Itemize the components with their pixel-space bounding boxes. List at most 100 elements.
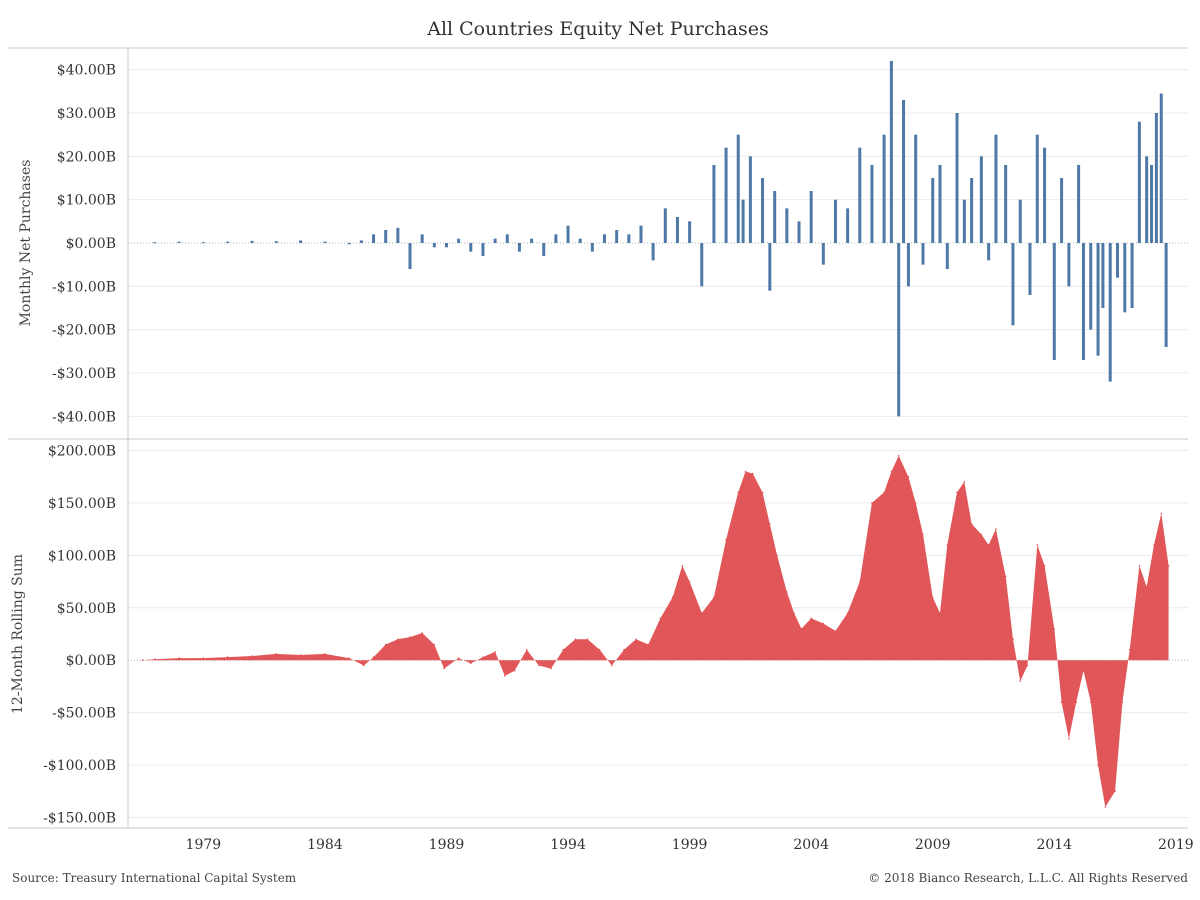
rolling-sum-point [1012, 638, 1014, 640]
rolling-y-tick-label: $150.00B [48, 496, 116, 512]
monthly-bar [1077, 165, 1081, 243]
rolling-sum-point [1026, 664, 1029, 667]
rolling-sum-point [907, 475, 910, 478]
rolling-sum-point [1104, 806, 1107, 808]
monthly-bar [359, 240, 363, 243]
monthly-bar [761, 178, 765, 243]
monthly-bar [1123, 243, 1127, 313]
monthly-bar [432, 243, 436, 248]
rolling-sum-point [647, 643, 650, 646]
rolling-sum-point [494, 651, 496, 653]
rolling-sum-point [586, 638, 589, 640]
monthly-net-purchases-panel: $40.00B $30.00B $20.00B $10.00B $0.00B -$10.0… [18, 61, 1188, 425]
rolling-sum-point [793, 612, 795, 614]
monthly-bar [250, 240, 254, 243]
monthly-bar [372, 234, 376, 243]
monthly-bar [384, 230, 388, 243]
rolling-sum-point [504, 675, 506, 677]
rolling-sum-point [659, 617, 662, 620]
rolling-sum-point [752, 472, 754, 475]
rolling-sum-point [737, 491, 739, 494]
copyright-note: © 2018 Bianco Research, L.L.C. All Right… [868, 871, 1188, 885]
monthly-bar [481, 243, 485, 256]
rolling-sum-point [202, 657, 205, 659]
rolling-sum-point [457, 657, 460, 659]
chart-title: All Countries Equity Net Purchases [427, 18, 769, 40]
rolling-sum-point [956, 491, 958, 494]
rolling-sum-point [372, 656, 375, 658]
rolling-sum-point [810, 617, 812, 620]
rolling-sum-point [178, 657, 180, 659]
rolling-sum-point [443, 667, 445, 670]
monthly-bar [177, 241, 181, 243]
monthly-bar [1164, 243, 1168, 347]
monthly-bar [931, 178, 935, 243]
monthly-bar [615, 230, 619, 243]
rolling-sum-point [363, 664, 365, 667]
monthly-y-tick-label: -$30.00B [52, 366, 116, 382]
monthly-bar [797, 221, 801, 243]
monthly-bar [1018, 199, 1022, 243]
rolling-sum-point [324, 653, 326, 655]
monthly-bar [700, 243, 704, 287]
monthly-bar [1028, 243, 1032, 295]
monthly-bar [938, 165, 942, 243]
rolling-sum-point [1004, 575, 1007, 578]
rolling-sum-point [1128, 648, 1131, 651]
monthly-bar [1108, 243, 1112, 382]
rolling-sum-point [1068, 738, 1070, 740]
monthly-bar [1052, 243, 1056, 360]
monthly-bar [396, 227, 400, 243]
monthly-bar [1145, 156, 1149, 243]
monthly-bar [882, 134, 886, 243]
monthly-bar [748, 156, 752, 243]
monthly-bar [1060, 178, 1064, 243]
x-tick-label: 1984 [307, 837, 343, 853]
x-tick-label: 1979 [186, 837, 222, 853]
rolling-sum-point [1019, 680, 1021, 682]
monthly-bar [420, 234, 424, 243]
rolling-sum-point [834, 630, 837, 632]
rolling-sum-point [1082, 669, 1085, 672]
monthly-bar [226, 241, 230, 243]
monthly-bar [955, 113, 959, 243]
x-tick-label: 2004 [793, 837, 829, 853]
monthly-bar [809, 191, 813, 243]
rolling-sum-point [1114, 790, 1116, 793]
monthly-y-tick-label: $40.00B [57, 63, 116, 79]
rolling-sum-point [348, 657, 351, 659]
monthly-bar [493, 238, 497, 243]
x-tick-label: 2019 [1158, 837, 1194, 853]
monthly-bar [457, 238, 461, 243]
monthly-bar [1081, 243, 1085, 360]
monthly-bar [1096, 243, 1100, 356]
monthly-bar [1101, 243, 1105, 308]
monthly-bar [846, 208, 850, 243]
rolling-sum-point [970, 523, 973, 525]
monthly-bar [1150, 165, 1154, 243]
monthly-bar [408, 243, 412, 269]
x-tick-label: 2014 [1036, 837, 1072, 853]
monthly-bar [651, 243, 655, 261]
rolling-axis-title: 12-Month Rolling Sum [10, 554, 26, 714]
monthly-bar [994, 134, 998, 243]
rolling-sum-point [931, 596, 934, 599]
source-note: Source: Treasury International Capital S… [12, 871, 297, 885]
monthly-bar [902, 100, 906, 243]
monthly-bar [741, 199, 745, 243]
monthly-bar [1011, 243, 1015, 326]
rolling-sum-point [890, 470, 893, 473]
monthly-bar [979, 156, 983, 243]
monthly-bar [444, 243, 448, 248]
monthly-bar [906, 243, 910, 287]
monthly-y-tick-label: -$10.00B [52, 279, 116, 295]
rolling-sum-point [946, 544, 949, 546]
rolling-sum-point [980, 533, 983, 536]
rolling-sum-point [384, 643, 387, 646]
monthly-bar [736, 134, 740, 243]
rolling-sum-point [1121, 701, 1124, 703]
monthly-y-tick-label: -$40.00B [52, 409, 116, 425]
rolling-sum-point [871, 502, 873, 504]
rolling-sum-point [939, 612, 941, 614]
monthly-bar [768, 243, 772, 291]
